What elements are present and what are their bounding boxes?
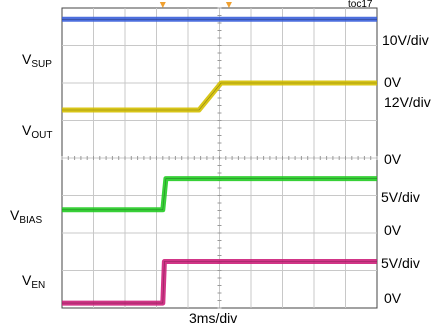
label-vout-main: V xyxy=(22,122,32,138)
scale-vbias: 5V/div xyxy=(381,189,420,205)
trace-vout xyxy=(62,80,377,113)
zero-vout: 0V xyxy=(384,151,402,167)
label-vsup: VSUP xyxy=(22,51,52,73)
waveform-traces xyxy=(62,16,377,306)
scale-vout: 12V/div xyxy=(384,94,431,110)
scale-vsup: 10V/div xyxy=(382,32,429,48)
label-vbias-main: V xyxy=(10,207,20,223)
label-vbias: VBIAS xyxy=(10,207,42,229)
label-ven-sub: EN xyxy=(31,280,46,291)
trigger-marker xyxy=(159,2,166,8)
trigger-markers xyxy=(159,2,232,8)
trace-vbias xyxy=(62,176,377,213)
label-vout-sub: OUT xyxy=(31,130,53,141)
zero-ven: 0V xyxy=(384,290,402,306)
figure-reference: toc17 xyxy=(348,0,373,10)
zero-vsup: 0V xyxy=(384,74,402,90)
label-vbias-sub: BIAS xyxy=(19,215,43,226)
scale-ven: 5V/div xyxy=(381,255,420,271)
trigger-marker xyxy=(225,2,232,8)
label-ven-main: V xyxy=(22,272,32,288)
zero-vbias: 0V xyxy=(384,222,402,238)
label-vout: VOUT xyxy=(22,122,52,144)
label-vsup-main: V xyxy=(22,51,32,67)
label-ven: VEN xyxy=(22,272,45,294)
trace-noise-vout xyxy=(62,82,377,111)
trace-ven xyxy=(62,259,377,306)
plot-grid xyxy=(61,7,378,309)
trace-noise-vbias xyxy=(62,178,377,211)
time-scale-label: 3ms/div xyxy=(189,310,238,326)
trace-noise-ven xyxy=(62,261,377,304)
label-vsup-sub: SUP xyxy=(31,59,52,70)
